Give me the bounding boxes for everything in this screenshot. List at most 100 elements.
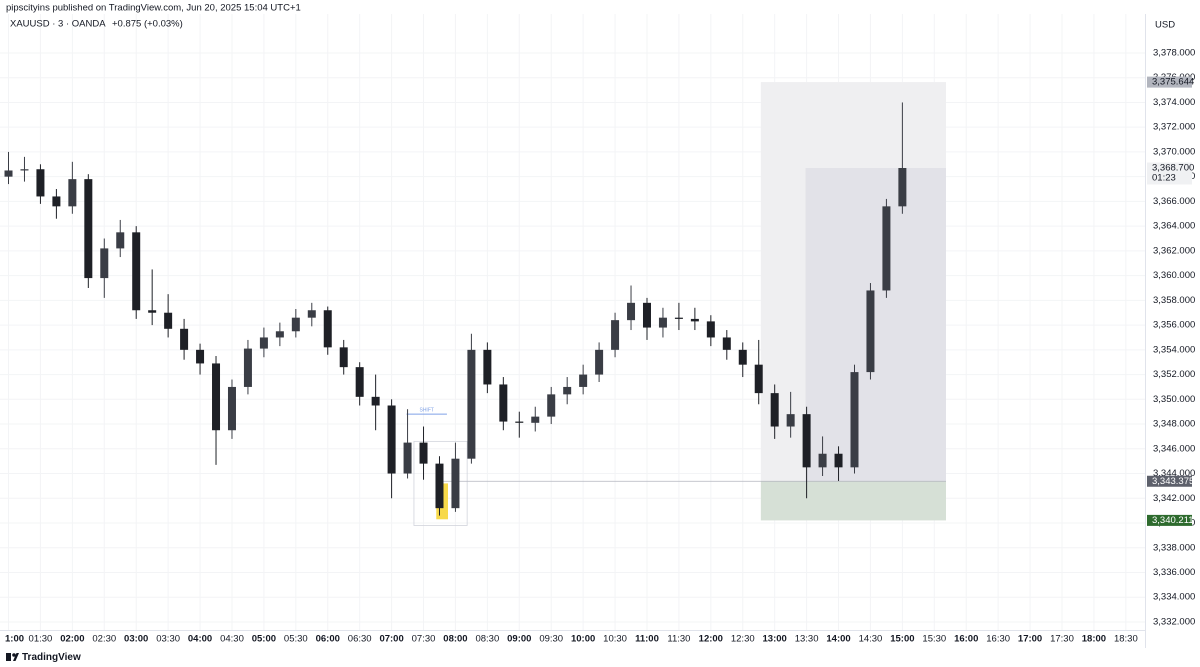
candle-body	[387, 405, 396, 474]
y-tick-label: 3,358.000	[1153, 295, 1195, 306]
y-tick-label: 3,344.000	[1153, 468, 1195, 479]
price-label: 3,340.211	[1152, 515, 1194, 526]
candle-body	[323, 310, 332, 348]
y-tick-label: 3,360.000	[1153, 270, 1195, 281]
y-tick-label: 3,364.000	[1153, 221, 1195, 232]
candle-body	[4, 170, 13, 177]
candle-body	[36, 169, 45, 197]
shift-label: SHIFT	[419, 407, 433, 413]
candle-body	[499, 384, 508, 422]
candle-body	[196, 349, 205, 364]
candle-body	[435, 463, 444, 509]
price-label: 3,375.644	[1152, 77, 1194, 88]
candle-body	[627, 302, 636, 321]
x-tick-label: 10:00	[571, 634, 595, 645]
x-tick-label: 08:30	[475, 634, 499, 645]
y-tick-label: 3,348.000	[1153, 419, 1195, 430]
x-tick-label: 15:30	[922, 634, 946, 645]
x-tick-label: 04:30	[220, 634, 244, 645]
candle-body	[547, 394, 556, 417]
x-tick-label: 09:00	[507, 634, 531, 645]
candle-body	[834, 453, 843, 468]
y-tick-label: 3,378.000	[1153, 47, 1195, 58]
price-label-box	[1147, 514, 1192, 526]
candle-body	[611, 320, 620, 350]
logo-part	[12, 653, 16, 657]
candle-body	[451, 458, 460, 509]
y-tick-label: 3,332.000	[1153, 616, 1195, 627]
candle-body	[898, 168, 907, 207]
candle-body	[706, 321, 715, 338]
candle-body	[52, 196, 61, 207]
price-label-box	[1147, 475, 1192, 487]
zone	[760, 481, 947, 521]
logo-part	[6, 653, 11, 661]
candle-body	[802, 414, 811, 468]
change: +0.875 (+0.03%)	[112, 19, 183, 30]
x-tick-label: 10:30	[603, 634, 627, 645]
y-tick-label: 3,366.000	[1153, 196, 1195, 207]
candle-body	[531, 416, 540, 423]
x-tick-label: 07:00	[379, 634, 403, 645]
y-tick-label: 3,338.000	[1153, 542, 1195, 553]
candle-body	[116, 232, 125, 249]
outline-box	[413, 440, 468, 526]
candle-body	[243, 348, 252, 387]
candle-body	[180, 328, 189, 350]
candle-body	[164, 312, 173, 329]
candle-body	[291, 317, 300, 332]
candle-body	[483, 349, 492, 385]
footer-logo	[6, 653, 19, 661]
candle-body	[467, 349, 476, 459]
x-tick-label: 07:30	[412, 634, 436, 645]
x-tick-label: 17:00	[1018, 634, 1042, 645]
candle-body	[595, 349, 604, 375]
x-tick-label: 14:30	[859, 634, 883, 645]
y-tick-label: 3,336.000	[1153, 567, 1195, 578]
x-tick-label: 06:30	[348, 634, 372, 645]
candle-body	[212, 363, 221, 431]
candle-body	[371, 396, 380, 406]
currency: USD	[1155, 20, 1175, 31]
candle-body	[658, 317, 667, 328]
x-tick-label: 04:00	[188, 634, 212, 645]
x-tick-label: 18:00	[1082, 634, 1106, 645]
candle-body	[818, 453, 827, 468]
candle-body	[642, 302, 651, 328]
price-label: 3,368.700	[1152, 163, 1194, 174]
candle-body	[579, 374, 588, 387]
candle-body	[690, 318, 699, 322]
y-tick-label: 3,370.000	[1153, 146, 1195, 157]
candle-body	[20, 169, 29, 171]
candle-body	[355, 367, 364, 397]
x-tick-label: 06:00	[316, 634, 340, 645]
x-tick-label: 08:00	[443, 634, 467, 645]
candle-body	[403, 442, 412, 474]
x-tick-label: 11:30	[667, 634, 690, 645]
candle-body	[866, 290, 875, 373]
candle-body	[307, 310, 316, 318]
candle-body	[227, 386, 236, 431]
y-tick-label: 3,352.000	[1153, 369, 1195, 380]
x-tick-label: 12:00	[699, 634, 723, 645]
y-tick-label: 3,342.000	[1153, 493, 1195, 504]
candle-body	[722, 337, 731, 350]
logo-part	[13, 653, 19, 661]
candle-body	[738, 349, 747, 365]
candle-body	[770, 393, 779, 427]
x-tick-label: 02:30	[92, 634, 116, 645]
price-label-countdown: 01:23	[1152, 173, 1176, 184]
candle-body	[259, 337, 268, 349]
candle-body	[882, 206, 891, 291]
candle-body	[419, 442, 428, 464]
axis-layer: 3,332.000 3,334.000 3,336.000 3,338.000 3,34…	[0, 14, 1195, 648]
candle-body	[148, 310, 157, 313]
candle-body	[339, 347, 348, 368]
x-tick-label: 17:30	[1050, 634, 1074, 645]
x-tick-label: 03:30	[156, 634, 180, 645]
grid-layer	[0, 14, 1145, 630]
candle-layer	[4, 102, 907, 516]
price-label-box	[1147, 162, 1192, 185]
y-tick-label: 3,350.000	[1153, 394, 1195, 405]
x-tick-label: 13:30	[795, 634, 819, 645]
